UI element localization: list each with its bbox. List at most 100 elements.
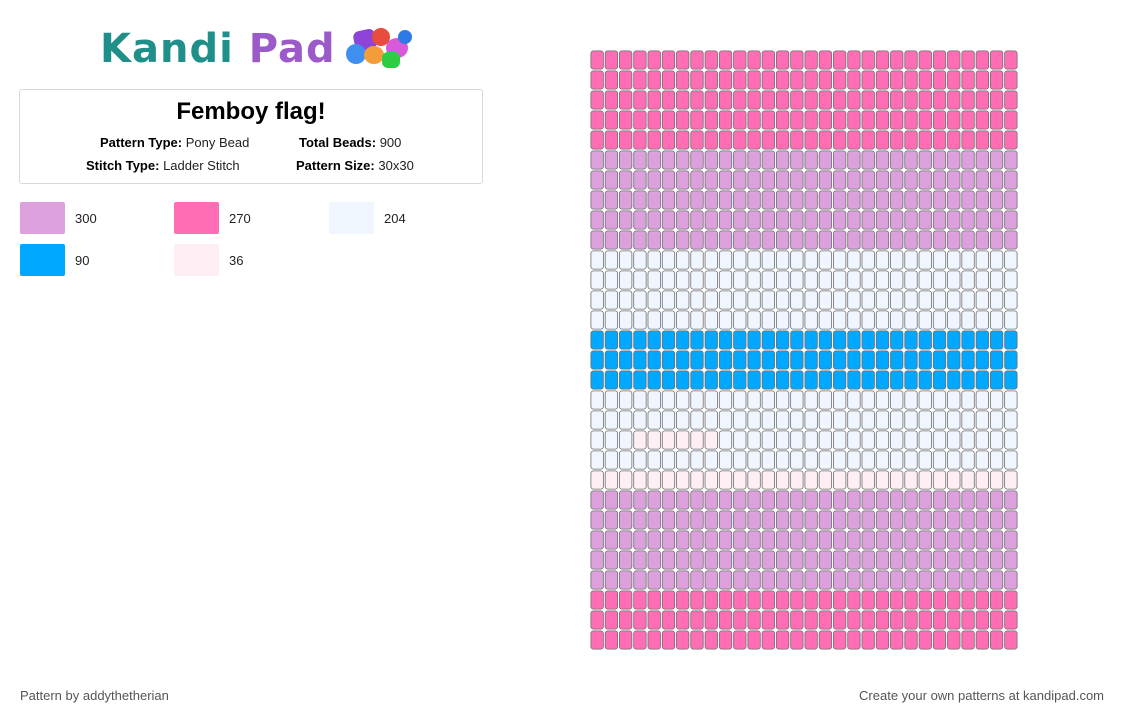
bead <box>790 170 804 190</box>
bead <box>747 170 761 190</box>
bead <box>761 570 775 590</box>
bead <box>704 310 718 330</box>
bead <box>1004 310 1018 330</box>
bead <box>875 590 890 610</box>
bead <box>761 90 775 110</box>
bead <box>833 490 847 510</box>
bead <box>961 90 975 110</box>
pattern-type-value: Pony Bead <box>185 135 250 150</box>
bead <box>890 310 904 330</box>
kandi-pad-logo[interactable]: Kandi Pad <box>100 22 424 76</box>
bead <box>961 570 975 590</box>
bead <box>861 530 875 550</box>
bead <box>790 50 804 70</box>
bead <box>790 130 804 150</box>
bead <box>718 230 733 250</box>
bead-count: 204 <box>384 210 406 226</box>
bead <box>947 250 961 270</box>
bead <box>761 510 775 530</box>
bead <box>619 430 633 450</box>
bead <box>904 250 918 270</box>
bead <box>733 590 747 610</box>
bead <box>647 310 661 330</box>
bead <box>847 510 861 530</box>
bead <box>718 190 733 210</box>
bead <box>704 550 718 570</box>
bead <box>961 370 975 390</box>
bead <box>604 530 619 550</box>
bead <box>818 490 833 510</box>
bead <box>975 150 989 170</box>
bead <box>647 90 661 110</box>
bead <box>918 250 932 270</box>
bead <box>904 450 918 470</box>
bead <box>619 290 633 310</box>
bead <box>818 190 833 210</box>
bead <box>947 50 961 70</box>
bead <box>619 330 633 350</box>
bead <box>761 50 775 70</box>
bead <box>989 490 1004 510</box>
bead <box>690 50 704 70</box>
bead <box>989 430 1004 450</box>
bead <box>604 250 619 270</box>
bead <box>861 230 875 250</box>
bead <box>718 550 733 570</box>
bead <box>733 130 747 150</box>
bead <box>875 130 890 150</box>
pattern-size-label: Pattern Size: <box>296 158 375 173</box>
bead <box>932 590 947 610</box>
bead <box>1004 370 1018 390</box>
bead <box>932 430 947 450</box>
pattern-size-value: 30x30 <box>378 158 414 173</box>
bead <box>947 630 961 650</box>
bead <box>718 410 733 430</box>
bead <box>761 230 775 250</box>
bead <box>1004 170 1018 190</box>
bead <box>775 590 790 610</box>
bead <box>775 610 790 630</box>
bead <box>918 130 932 150</box>
bead <box>633 410 647 430</box>
bead <box>661 550 676 570</box>
bead <box>790 570 804 590</box>
bead <box>818 330 833 350</box>
bead <box>890 210 904 230</box>
bead <box>633 270 647 290</box>
bead <box>761 590 775 610</box>
kandipad-promo-link[interactable]: Create your own patterns at kandipad.com <box>859 688 1104 703</box>
bead <box>861 630 875 650</box>
bead <box>704 390 718 410</box>
bead <box>961 310 975 330</box>
bead <box>619 390 633 410</box>
bead <box>818 450 833 470</box>
bead <box>989 230 1004 250</box>
bead <box>604 70 619 90</box>
bead <box>647 570 661 590</box>
bead <box>747 350 761 370</box>
bead <box>747 370 761 390</box>
bead <box>961 350 975 370</box>
bead <box>604 570 619 590</box>
bead-pattern-grid <box>590 50 1018 650</box>
bead <box>975 470 989 490</box>
bead <box>904 570 918 590</box>
bead <box>790 110 804 130</box>
bead <box>904 270 918 290</box>
bead <box>861 590 875 610</box>
bead <box>818 350 833 370</box>
bead <box>932 630 947 650</box>
bead <box>590 610 604 630</box>
bead <box>604 170 619 190</box>
bead <box>619 110 633 130</box>
bead <box>790 410 804 430</box>
bead <box>590 90 604 110</box>
bead <box>918 150 932 170</box>
bead <box>890 70 904 90</box>
bead <box>761 470 775 490</box>
legend-item: 90 <box>20 244 89 276</box>
bead <box>761 110 775 130</box>
bead <box>975 350 989 370</box>
bead <box>818 250 833 270</box>
bead <box>833 210 847 230</box>
